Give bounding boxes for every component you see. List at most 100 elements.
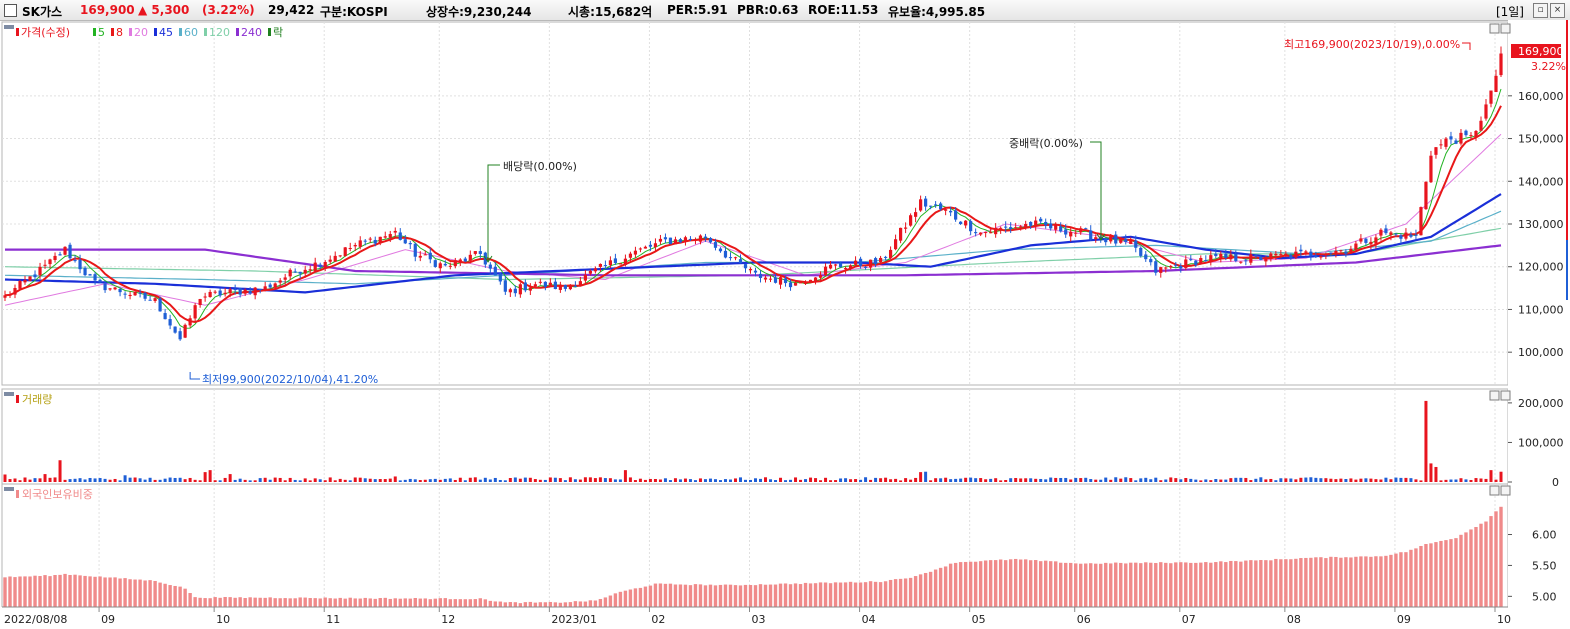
foreign-ratio-bar xyxy=(318,598,322,607)
foreign-ratio-bar xyxy=(1008,559,1013,607)
period-selector[interactable]: [1일] xyxy=(1495,5,1524,19)
float-ratio: 유보율:4,995.85 xyxy=(888,5,986,19)
candle xyxy=(693,239,698,241)
volume-bar xyxy=(949,479,953,482)
volume-bar xyxy=(168,477,172,482)
candle xyxy=(959,221,963,224)
foreign-pane-close-icon[interactable] xyxy=(1500,485,1511,496)
volume-bar xyxy=(318,479,322,482)
price-pane-close-icon[interactable] xyxy=(1500,23,1511,34)
volume-bar xyxy=(138,478,142,482)
select-checkbox[interactable] xyxy=(4,4,17,17)
volume-bar xyxy=(1159,480,1163,482)
legend-label: 120 xyxy=(209,26,230,39)
legend-swatch xyxy=(268,28,271,36)
legend-label: 20 xyxy=(134,26,148,39)
volume-bar xyxy=(303,478,307,482)
volume-pane-grip-icon[interactable] xyxy=(4,392,14,396)
close-button[interactable]: × xyxy=(1550,3,1565,18)
foreign-ratio-bar xyxy=(753,585,758,607)
volume-axis-label: 100,000 xyxy=(1518,436,1564,449)
volume-bar xyxy=(1304,477,1308,482)
foreign-ratio-bar xyxy=(148,580,152,607)
foreign-ratio-bar xyxy=(573,601,578,607)
candle xyxy=(23,280,27,283)
foreign-ratio-bar xyxy=(1469,529,1473,607)
market-type: 구분:KOSPI xyxy=(320,5,388,19)
candle xyxy=(778,277,783,285)
volume-bar xyxy=(473,477,477,482)
price-pane-minimize-icon[interactable] xyxy=(1489,23,1500,34)
price-pane-grip-icon[interactable] xyxy=(4,25,14,29)
volume-pane-close-icon[interactable] xyxy=(1500,390,1511,401)
volume-bar xyxy=(1324,478,1328,482)
foreign-pane-minimize-icon[interactable] xyxy=(1489,485,1500,496)
volume-bar xyxy=(1484,478,1488,482)
volume-bar xyxy=(188,477,192,482)
candle xyxy=(183,324,187,338)
volume-pane-minimize-icon[interactable] xyxy=(1489,390,1500,401)
volume-bar xyxy=(1274,480,1278,482)
restore-button[interactable]: ▫ xyxy=(1533,3,1548,18)
foreign-ratio-bar xyxy=(938,567,943,607)
volume-bar xyxy=(1339,478,1343,482)
current-price-label: 169,900 xyxy=(1518,45,1564,58)
foreign-ratio-bar xyxy=(1414,548,1418,607)
volume-bar xyxy=(1284,478,1288,482)
candle xyxy=(1194,260,1198,266)
candle xyxy=(1374,237,1378,244)
price-axis-label: 110,000 xyxy=(1518,303,1564,316)
foreign-ratio-bar xyxy=(648,585,653,607)
foreign-ratio-bar xyxy=(393,598,397,607)
foreign-ratio-bar xyxy=(823,582,828,607)
candle xyxy=(243,289,247,294)
candle xyxy=(493,266,497,276)
foreign-ratio-bar xyxy=(1374,556,1378,607)
candle xyxy=(33,274,37,278)
foreign-axis-label: 6.00 xyxy=(1532,529,1557,542)
foreign-ratio-bar xyxy=(713,585,718,607)
legend-swatch xyxy=(93,28,96,36)
foreign-ratio-bar xyxy=(993,560,998,607)
foreign-ratio-bar xyxy=(1464,532,1468,607)
volume-bar xyxy=(1449,479,1453,482)
volume-bar xyxy=(1059,477,1063,482)
foreign-ratio-bar xyxy=(838,582,843,607)
volume-axis-label: 200,000 xyxy=(1518,397,1564,410)
candle xyxy=(1389,232,1393,235)
foreign-ratio-bar xyxy=(1294,558,1298,607)
volume-bar xyxy=(718,480,722,482)
foreign-ratio-bar xyxy=(243,598,247,607)
legend-swatch xyxy=(16,28,19,36)
candle xyxy=(538,281,542,283)
volume-bar xyxy=(1129,478,1133,482)
foreign-ratio-bar xyxy=(623,590,628,607)
candle xyxy=(478,251,482,254)
volume-bar xyxy=(954,478,958,482)
volume-bar xyxy=(618,479,622,482)
foreign-ratio-bar xyxy=(1059,562,1063,607)
candle xyxy=(383,236,387,238)
candle xyxy=(898,227,903,241)
foreign-ratio-bar xyxy=(1169,563,1173,607)
legend-swatch xyxy=(154,28,157,36)
candle xyxy=(818,275,823,278)
foreign-ratio-bar xyxy=(1119,562,1123,607)
foreign-ratio-bar xyxy=(358,598,362,607)
foreign-ratio-bar xyxy=(1209,562,1213,607)
date-axis-label: 03 xyxy=(752,613,766,626)
foreign-ratio-bar xyxy=(93,576,97,607)
foreign-ratio-bar xyxy=(1244,560,1248,607)
foreign-ratio-bar xyxy=(538,602,543,607)
foreign-ratio-bar xyxy=(373,598,377,607)
volume-bar xyxy=(844,478,848,482)
candle xyxy=(608,260,613,266)
volume-bar xyxy=(1034,478,1038,482)
foreign-pane-grip-icon[interactable] xyxy=(4,487,14,491)
volume-bar xyxy=(999,480,1003,482)
candle xyxy=(233,289,237,291)
foreign-ratio-bar xyxy=(1239,561,1243,607)
date-axis-label: 2023/01 xyxy=(551,613,597,626)
foreign-ratio-bar xyxy=(918,574,923,607)
foreign-ratio-bar xyxy=(103,577,107,607)
